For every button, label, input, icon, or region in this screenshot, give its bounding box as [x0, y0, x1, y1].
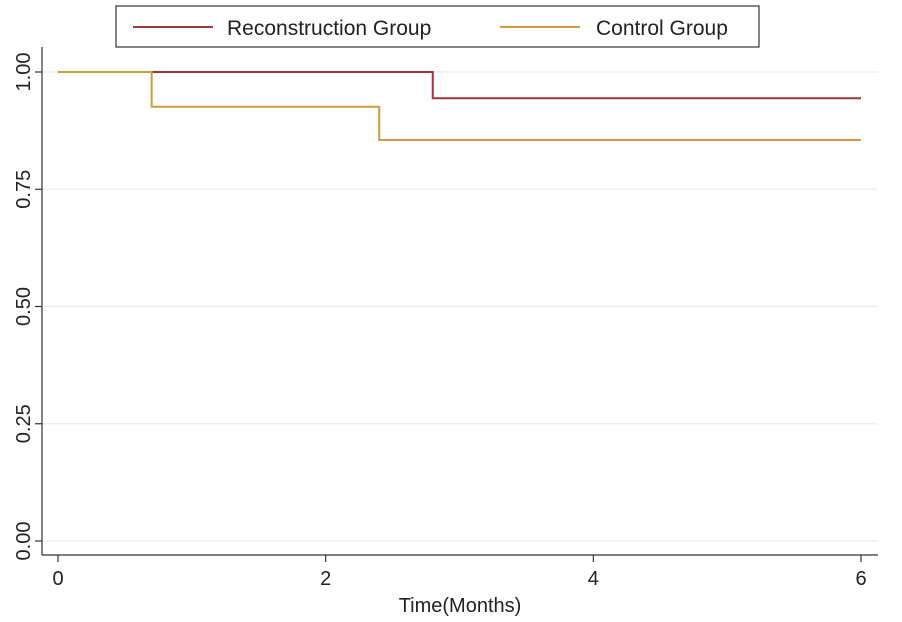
y-tick-label: 1.00: [13, 53, 35, 92]
x-tick-label: 2: [320, 568, 331, 590]
axes: [35, 47, 878, 562]
series-lines: [58, 71, 861, 142]
y-tick-label: 0.00: [13, 522, 35, 561]
tick-labels: 0.00 0.25 0.50 0.75 1.00 0 2 4 6: [13, 53, 867, 590]
x-tick-label: 6: [855, 568, 866, 590]
legend-label-0: Reconstruction Group: [227, 17, 431, 40]
legend-label-1: Control Group: [596, 17, 728, 40]
y-tick-label: 0.50: [13, 287, 35, 326]
x-tick-label: 4: [588, 568, 599, 590]
legend-box: [115, 5, 760, 48]
y-tick-label: 0.25: [13, 404, 35, 443]
x-tick-label: 0: [52, 568, 63, 590]
plot-area: [42, 47, 878, 555]
x-axis-title: Time(Months): [399, 595, 522, 617]
legend: Reconstruction Group Control Group: [115, 5, 760, 48]
series-line-0: [58, 71, 861, 100]
y-tick-label: 0.75: [13, 170, 35, 209]
series-line-1: [58, 71, 861, 142]
